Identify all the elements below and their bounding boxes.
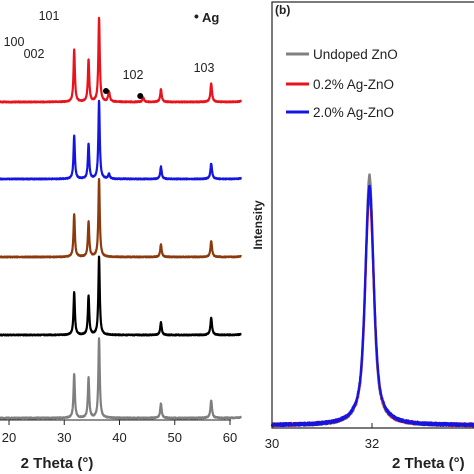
xrd-trace-2 (0, 99, 242, 181)
panel-a-x-ticks: 20 30 40 50 60 (2, 420, 237, 445)
peak-label-102: 102 (123, 68, 144, 82)
panel-a-tick-label: 50 (168, 430, 182, 445)
legend-entry: Undoped ZnO (313, 47, 398, 62)
panel-b-x-ticks: 30 32 (265, 423, 379, 451)
ag-peak-marker (103, 88, 110, 94)
panel-b-x-axis-label: 2 Theta (°) (392, 455, 465, 472)
panel-b-label: (b) (275, 3, 290, 17)
peak-label-103: 103 (194, 61, 215, 75)
ag-legend-marker: • (194, 8, 199, 24)
ag-legend-label: Ag (202, 10, 219, 25)
panel-a-x-axis-label: 2 Theta (°) (21, 455, 94, 472)
xrd-trace-4 (0, 255, 242, 337)
ag-peak-marker (137, 93, 144, 99)
legend-entry: 0.2% Ag-ZnO (313, 77, 394, 92)
xrd-trace-5 (0, 337, 242, 420)
panel-b-frame (271, 1, 474, 429)
peak-label-101: 101 (39, 9, 60, 23)
xrd-trace-3 (0, 178, 243, 259)
panel-a-tick-label: 20 (2, 430, 16, 445)
panel-a-tick-label: 30 (57, 430, 71, 445)
panel-b-traces (270, 173, 474, 428)
panel-b-tick-label: 32 (365, 436, 379, 451)
panel-b-peak-comparison: 30 32 (b) Intensity 2 Theta (°) Undoped Z… (251, 1, 474, 472)
panel-a-traces (0, 16, 243, 420)
panel-a-tick-label: 40 (112, 430, 126, 445)
xrd-trace-1 (0, 16, 242, 104)
panel-a-tick-label: 60 (223, 430, 237, 445)
peak-label-002: 002 (24, 47, 45, 61)
panel-b-y-axis-label: Intensity (251, 200, 265, 250)
legend-entry: 2.0% Ag-ZnO (313, 105, 394, 120)
panel-b-legend: Undoped ZnO 0.2% Ag-ZnO 2.0% Ag-ZnO (286, 47, 398, 120)
peak-trace-1 (270, 173, 474, 428)
peak-label-100: 100 (4, 35, 25, 49)
panel-b-tick-label: 30 (265, 436, 279, 451)
peak-trace-3 (270, 184, 474, 428)
